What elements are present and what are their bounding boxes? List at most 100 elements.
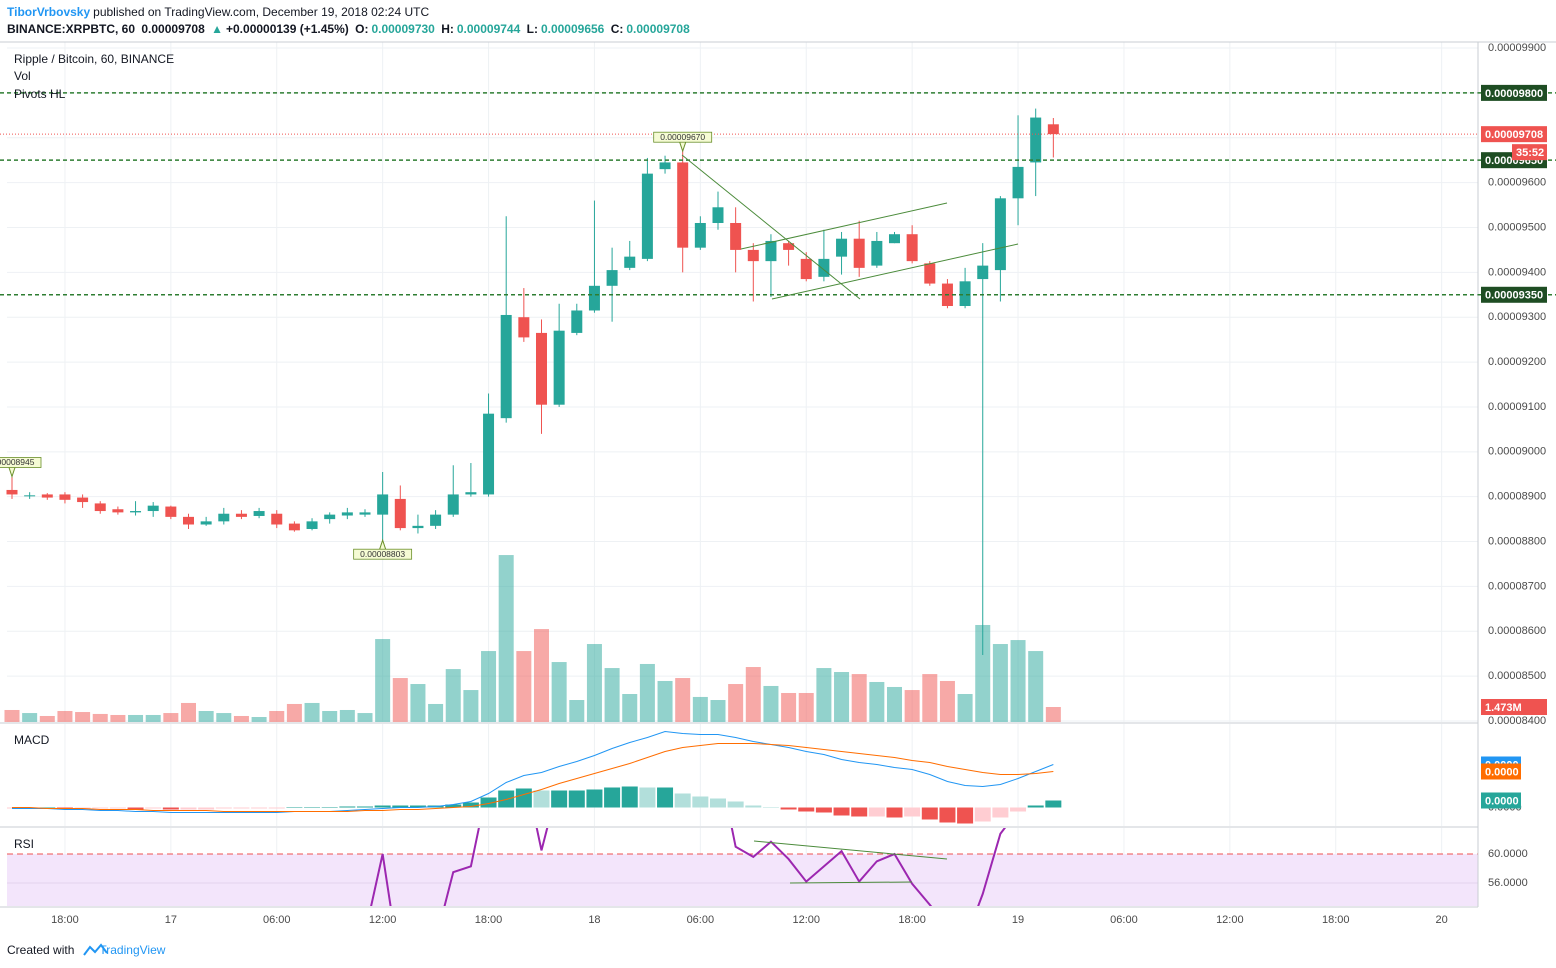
volume-bar (251, 717, 267, 722)
high: 0.00009744 (456, 22, 521, 36)
published: published on TradingView.com, December 1… (93, 5, 430, 19)
candle-body (94, 503, 106, 512)
drawings (681, 154, 1019, 884)
histogram-bar (392, 805, 409, 808)
candle-body (200, 521, 212, 525)
candle-body (324, 514, 336, 520)
y-tick-label: 0.00008500 (1488, 670, 1546, 682)
trend-line (740, 202, 948, 250)
volume-bar (233, 715, 249, 722)
candle-body (1030, 117, 1042, 163)
candle-body (783, 243, 795, 250)
volume-bar (692, 696, 708, 722)
candle-body (571, 310, 583, 333)
histogram-bar (833, 807, 850, 816)
volume-bar (269, 711, 285, 722)
pivot-box (0, 457, 42, 468)
y-tick-label: 0.00009100 (1488, 401, 1546, 413)
histogram-bar (551, 790, 568, 808)
candle-body (271, 513, 283, 525)
volume-bar (92, 713, 108, 722)
y-tick-label: 0.00009400 (1488, 266, 1546, 278)
histogram-bar (180, 807, 197, 810)
candle-body (253, 511, 265, 516)
countdown: 35:52 (1516, 147, 1544, 159)
author[interactable]: TiborVrbovsky (7, 5, 91, 19)
x-tick-label: 06:00 (263, 914, 291, 926)
candle-body (77, 497, 89, 503)
y-tick-label: 0.00009200 (1488, 356, 1546, 368)
histogram-label: 0.0000 (1485, 795, 1519, 807)
candle-body (624, 256, 636, 268)
legend-title: Ripple / Bitcoin, 60, BINANCE (14, 52, 174, 66)
histogram-bar (1045, 800, 1062, 808)
candle-body (465, 492, 477, 495)
volume-bar (39, 715, 55, 722)
candle-body (112, 509, 124, 513)
brand[interactable]: TradingView (99, 943, 166, 957)
histogram-bar (868, 807, 885, 817)
pivot-label: 0.00009670 (660, 132, 705, 142)
candle-body (800, 258, 812, 280)
volume-bar (498, 555, 514, 722)
histogram-bar (233, 807, 250, 809)
pivot-label: 0.00008803 (360, 549, 405, 559)
candle-body (730, 222, 742, 250)
volume-bar (57, 711, 73, 722)
volume-bar (516, 651, 532, 722)
volume-bar (375, 639, 391, 722)
x-tick-label: 18:00 (1322, 914, 1350, 926)
volume-bar (128, 714, 144, 722)
candle-body (553, 330, 565, 405)
candle-body (165, 506, 177, 517)
y-tick-label: 0.00008700 (1488, 580, 1546, 592)
histogram-bar (798, 807, 815, 812)
candle-body (24, 495, 36, 497)
trend-line (771, 243, 1019, 300)
candle-body (747, 249, 759, 262)
histogram-bar (339, 806, 356, 808)
close: 0.00009708 (626, 22, 690, 36)
candle-body (430, 514, 442, 526)
histogram-bar (780, 807, 797, 810)
candle-body (977, 265, 989, 280)
y-tick-label: 0.00009900 (1488, 42, 1546, 54)
volume-bar (445, 669, 461, 722)
histogram-bar (92, 807, 109, 809)
volume-bar (216, 713, 232, 722)
volume-bar (604, 668, 620, 722)
volume-bar (781, 692, 797, 722)
y-tick-label: 0.00009300 (1488, 311, 1546, 323)
histogram-bar (409, 805, 426, 808)
histogram-bar (268, 807, 285, 809)
pivot-box (353, 548, 413, 560)
candle-body (147, 505, 159, 512)
volume-bar (622, 694, 638, 722)
level-label: 0.00009350 (1485, 290, 1543, 302)
x-tick-label: 06:00 (1110, 914, 1138, 926)
volume-bar (745, 667, 761, 722)
histogram-bar (762, 807, 779, 808)
volume-bar (198, 711, 214, 722)
histogram-bar (904, 807, 921, 817)
histogram-bar (957, 807, 974, 824)
volume-bar (1045, 707, 1061, 722)
level-label: 0.00009800 (1485, 88, 1543, 100)
volume-bar (904, 690, 920, 722)
y-tick-label: 0.00008900 (1488, 491, 1546, 503)
candle-body (641, 173, 653, 259)
histogram-bar (621, 786, 638, 808)
candle-body (483, 413, 495, 495)
candle-body (1047, 124, 1059, 135)
histogram-bar (851, 807, 868, 817)
volume-bar (834, 672, 850, 722)
volume-bar (710, 700, 726, 722)
signal-label: 0.0000 (1485, 766, 1519, 778)
volume-bar (322, 711, 338, 722)
candle-body (606, 270, 618, 286)
x-tick-label: 18:00 (51, 914, 79, 926)
volume-bar (22, 713, 38, 722)
volume-label-box (1481, 699, 1547, 716)
candle-body (377, 494, 389, 515)
frame (0, 41, 1556, 908)
